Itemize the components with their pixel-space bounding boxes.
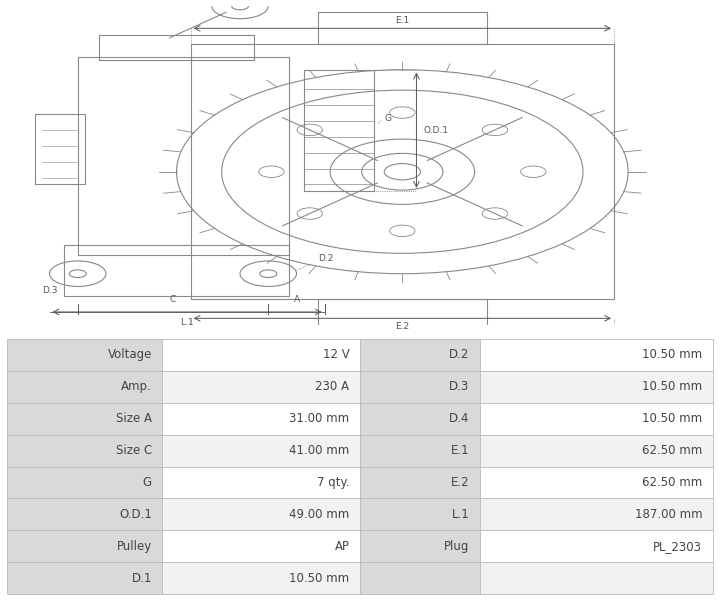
Bar [480, 434, 713, 467]
Text: D.3: D.3 [42, 286, 58, 295]
Text: Voltage: Voltage [107, 349, 152, 361]
Text: E.1: E.1 [395, 16, 410, 25]
Bar [360, 434, 480, 467]
Text: 31.00 mm: 31.00 mm [289, 412, 349, 425]
Bar [163, 434, 360, 467]
Text: G: G [384, 114, 392, 123]
Text: D.1: D.1 [132, 572, 152, 584]
Text: 12 V: 12 V [323, 349, 349, 361]
Bar [7, 562, 163, 594]
Text: 62.50 mm: 62.50 mm [642, 476, 702, 489]
Bar [480, 499, 713, 530]
Text: 10.50 mm: 10.50 mm [289, 572, 349, 584]
Bar [480, 562, 713, 594]
Bar [78, 57, 289, 254]
Bar [7, 530, 163, 562]
Bar [360, 562, 480, 594]
Text: AP: AP [334, 539, 349, 553]
Bar [480, 530, 713, 562]
Text: 49.00 mm: 49.00 mm [289, 508, 349, 521]
Bar [163, 467, 360, 499]
Bar [63, 245, 289, 296]
Text: L.1: L.1 [180, 319, 194, 328]
Bar [360, 371, 480, 403]
Text: Pulley: Pulley [117, 539, 152, 553]
Text: O.D.1: O.D.1 [119, 508, 152, 521]
Bar [318, 299, 487, 331]
Bar [163, 562, 360, 594]
Text: E.1: E.1 [451, 444, 469, 457]
Text: Amp.: Amp. [121, 380, 152, 394]
Bar [35, 115, 85, 184]
Text: 10.50 mm: 10.50 mm [642, 380, 702, 394]
Bar [318, 13, 487, 44]
Text: 62.50 mm: 62.50 mm [642, 444, 702, 457]
Bar [7, 467, 163, 499]
Bar [7, 499, 163, 530]
Text: E.2: E.2 [395, 322, 410, 331]
Bar [163, 403, 360, 434]
Text: 10.50 mm: 10.50 mm [642, 349, 702, 361]
Bar [480, 371, 713, 403]
Bar [191, 44, 614, 299]
Text: E.2: E.2 [451, 476, 469, 489]
Bar [7, 339, 163, 371]
Text: G: G [143, 476, 152, 489]
Text: Size A: Size A [116, 412, 152, 425]
Bar [480, 403, 713, 434]
Text: D.4: D.4 [449, 412, 469, 425]
Bar [304, 70, 374, 191]
Bar [360, 499, 480, 530]
Bar [7, 371, 163, 403]
Text: L.1: L.1 [451, 508, 469, 521]
Text: 230 A: 230 A [315, 380, 349, 394]
Text: Size C: Size C [116, 444, 152, 457]
Bar [480, 339, 713, 371]
Text: D.2: D.2 [449, 349, 469, 361]
Bar [99, 35, 254, 60]
Text: Plug: Plug [444, 539, 469, 553]
Bar [7, 403, 163, 434]
Bar [163, 371, 360, 403]
Text: 7 qty.: 7 qty. [317, 476, 349, 489]
Text: C: C [170, 295, 176, 304]
Bar [360, 467, 480, 499]
Bar [480, 467, 713, 499]
Bar [360, 530, 480, 562]
Text: A: A [294, 295, 300, 304]
Text: D.3: D.3 [449, 380, 469, 394]
Bar [7, 434, 163, 467]
Bar [163, 499, 360, 530]
Text: 10.50 mm: 10.50 mm [642, 412, 702, 425]
Bar [163, 530, 360, 562]
Text: 187.00 mm: 187.00 mm [634, 508, 702, 521]
Bar [360, 339, 480, 371]
Text: PL_2303: PL_2303 [653, 539, 702, 553]
Bar [360, 403, 480, 434]
Text: D.2: D.2 [318, 254, 333, 263]
Bar [163, 339, 360, 371]
Text: O.D.1: O.D.1 [423, 126, 449, 135]
Text: 41.00 mm: 41.00 mm [289, 444, 349, 457]
